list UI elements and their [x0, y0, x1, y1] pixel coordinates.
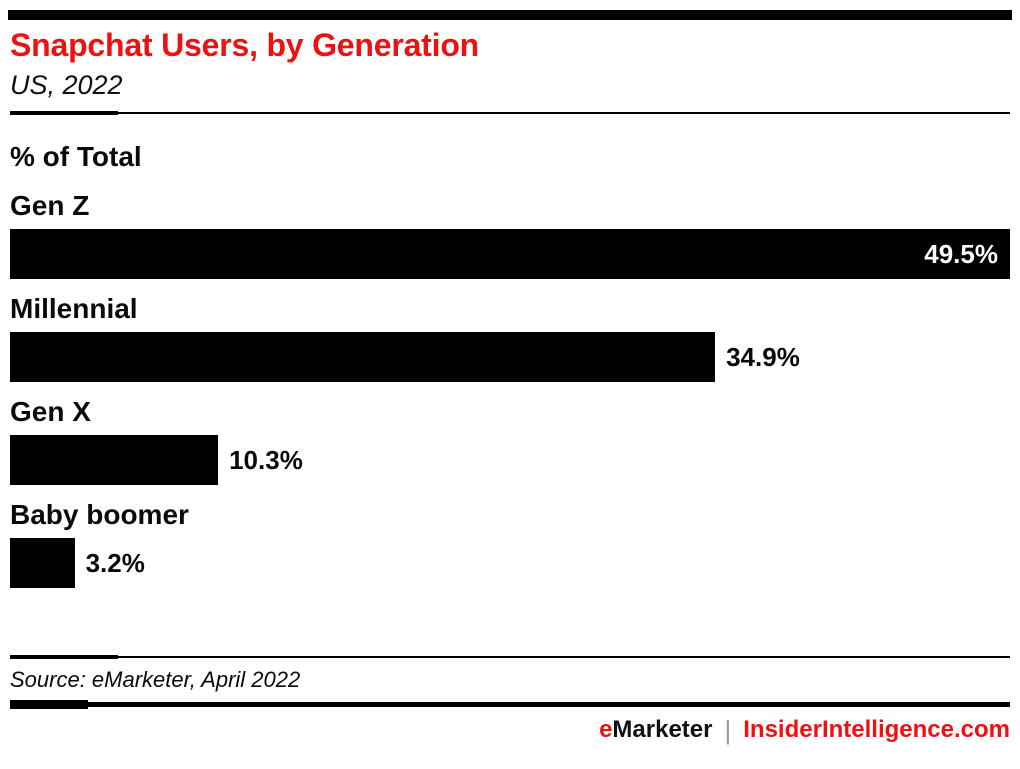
- bar: [10, 332, 716, 383]
- bar: [10, 538, 75, 589]
- bar-row-gen-x: Gen X 10.3%: [10, 395, 1010, 486]
- category-label: Gen Z: [10, 190, 90, 222]
- chart-footer: Source: eMarketer, April 2022 eMarketer …: [10, 655, 1010, 745]
- emarketer-logo-rest: Marketer: [612, 715, 713, 743]
- bar-row-baby-boomer: Baby boomer 3.2%: [10, 498, 1010, 589]
- source-note: Source: eMarketer, April 2022: [10, 667, 301, 692]
- bar: 49.5%: [10, 229, 1010, 280]
- source-divider-line: [10, 655, 1010, 659]
- brand-row: eMarketer | InsiderIntelligence.com: [10, 715, 1010, 745]
- emarketer-logo: eMarketer: [599, 715, 712, 745]
- chart-title: Snapchat Users, by Generation: [10, 27, 480, 63]
- value-label: 3.2%: [85, 547, 145, 578]
- brand-divider: |: [724, 714, 732, 745]
- insider-intelligence-link: InsiderIntelligence.com: [743, 715, 1010, 743]
- bar-track: 10.3%: [10, 435, 1010, 486]
- chart-content: Snapchat Users, by Generation US, 2022 %…: [10, 27, 1010, 589]
- category-label: Baby boomer: [10, 499, 189, 531]
- title-divider-line: [10, 111, 1010, 116]
- unit-label: % of Total: [10, 141, 142, 173]
- category-label: Millennial: [10, 293, 138, 325]
- emarketer-logo-e: e: [599, 715, 613, 743]
- chart-page: Snapchat Users, by Generation US, 2022 %…: [0, 10, 1020, 769]
- bar-track: 3.2%: [10, 538, 1010, 589]
- bar-row-millennial: Millennial 34.9%: [10, 292, 1010, 383]
- bar-chart: Gen Z 49.5% Millennial 34.9% Gen X: [10, 189, 1010, 589]
- footer-thick-line: [10, 699, 1010, 709]
- bar-row-gen-z: Gen Z 49.5%: [10, 189, 1010, 280]
- bar: [10, 435, 219, 486]
- bar-track: 49.5%: [10, 229, 1010, 280]
- category-label: Gen X: [10, 396, 91, 428]
- bar-track: 34.9%: [10, 332, 1010, 383]
- chart-subtitle: US, 2022: [10, 69, 123, 100]
- value-label: 49.5%: [924, 238, 998, 269]
- top-accent-bar: [8, 10, 1012, 20]
- value-label: 34.9%: [726, 341, 800, 372]
- value-label: 10.3%: [229, 444, 303, 475]
